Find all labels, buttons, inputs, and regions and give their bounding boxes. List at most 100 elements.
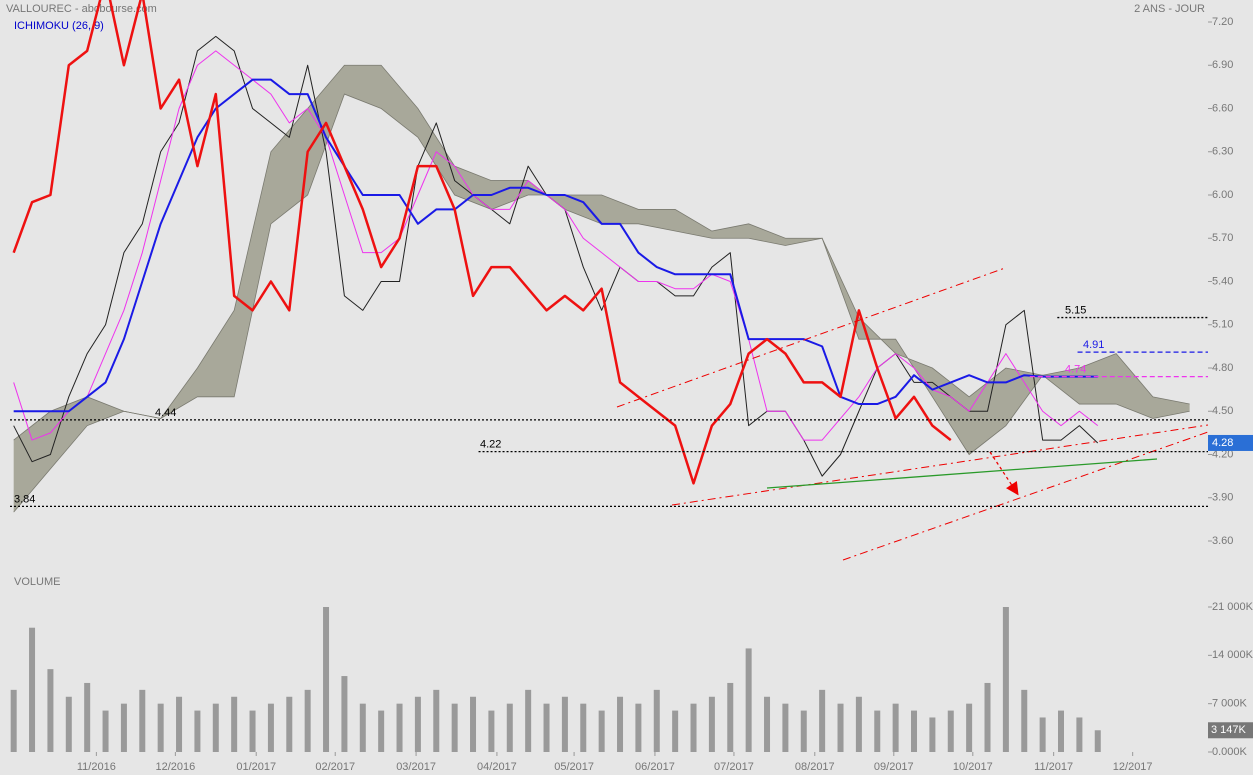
price-line xyxy=(12,0,952,485)
y-tick-label: 6.90 xyxy=(1212,59,1233,71)
y-tick-label: 3.60 xyxy=(1212,535,1233,547)
volume-bar xyxy=(892,703,899,752)
volume-bar xyxy=(396,703,403,752)
y-tick-label: 3.90 xyxy=(1212,492,1233,504)
x-tick-label: 08/2017 xyxy=(795,761,835,773)
y-tick-label: 21 000K xyxy=(1212,601,1253,613)
cloud-fill xyxy=(13,65,1190,513)
y-tick-label: 0.000K xyxy=(1212,746,1248,758)
volume-bar xyxy=(506,703,513,752)
volume-bar xyxy=(433,689,440,752)
volume-bar xyxy=(984,682,991,752)
volume-bar xyxy=(157,703,164,752)
volume-bar xyxy=(304,689,311,752)
volume-bar xyxy=(231,696,238,752)
volume-bar xyxy=(911,710,918,752)
volume-bar xyxy=(1076,717,1083,752)
indicator-label: ICHIMOKU (26, 9) xyxy=(14,20,104,32)
x-tick-label: 01/2017 xyxy=(236,761,276,773)
y-tick-label: 6.30 xyxy=(1212,146,1233,158)
volume-bar xyxy=(414,696,421,752)
volume-bar xyxy=(1021,689,1028,752)
volume-bar xyxy=(543,703,550,752)
x-tick-label: 06/2017 xyxy=(635,761,675,773)
x-tick-label: 12/2017 xyxy=(1113,761,1153,773)
y-tick-label: 4.50 xyxy=(1212,405,1233,417)
y-tick-label: 5.70 xyxy=(1212,232,1233,244)
price-line xyxy=(13,50,1099,441)
level-label: 4.22 xyxy=(480,439,501,451)
volume-bar xyxy=(194,710,201,752)
volume-bar xyxy=(120,703,127,752)
volume-bar xyxy=(102,710,109,752)
volume-bar xyxy=(29,627,36,752)
level-label: 4.91 xyxy=(1083,339,1104,351)
volume-bar xyxy=(598,710,605,752)
level-label: 3.84 xyxy=(14,493,35,505)
volume-tag-label: 3 147K xyxy=(1211,724,1247,736)
level-label: 4.74 xyxy=(1065,364,1086,376)
period: 2 ANS - JOUR xyxy=(1134,3,1205,15)
x-tick-label: 07/2017 xyxy=(714,761,754,773)
volume-bar xyxy=(84,682,91,752)
volume-bar xyxy=(635,703,642,752)
x-tick-label: 11/2016 xyxy=(77,761,116,773)
volume-bar xyxy=(708,696,715,752)
volume-bar xyxy=(341,676,348,752)
volume-bar xyxy=(727,682,734,752)
chart-title: VALLOUREC - abcbourse.com xyxy=(6,3,157,15)
x-tick-label: 11/2017 xyxy=(1034,761,1073,773)
y-tick-label: 6.00 xyxy=(1212,189,1233,201)
y-tick-label: 14 000K xyxy=(1212,649,1253,661)
volume-bar xyxy=(929,717,936,752)
y-tick-label: 5.40 xyxy=(1212,275,1233,287)
volume-bar xyxy=(488,710,495,752)
volume-bar xyxy=(580,703,587,752)
volume-bar xyxy=(947,710,954,752)
volume-bar xyxy=(874,710,881,752)
volume-bar xyxy=(47,669,54,752)
volume-bar xyxy=(672,710,679,752)
x-tick-label: 02/2017 xyxy=(315,761,355,773)
x-tick-label: 04/2017 xyxy=(477,761,517,773)
volume-bar xyxy=(1002,607,1009,752)
volume-bar xyxy=(764,696,771,752)
y-tick-label: 7.20 xyxy=(1212,16,1233,28)
trend-line xyxy=(616,267,1006,408)
volume-bar xyxy=(745,648,752,752)
x-tick-label: 09/2017 xyxy=(874,761,914,773)
volume-bar xyxy=(690,703,697,752)
price-tag xyxy=(1208,434,1253,451)
volume-bar xyxy=(782,703,789,752)
volume-bar xyxy=(1094,730,1101,752)
x-tick-label: 10/2017 xyxy=(953,761,993,773)
volume-bar xyxy=(855,696,862,752)
volume-bar xyxy=(139,689,146,752)
y-tick-label: 4.20 xyxy=(1212,448,1233,460)
trend-line xyxy=(671,424,1209,506)
volume-bar xyxy=(800,710,807,752)
x-tick-label: 12/2016 xyxy=(155,761,195,773)
volume-bar xyxy=(525,689,532,752)
annotations xyxy=(616,267,1209,561)
x-tick-label: 05/2017 xyxy=(554,761,594,773)
level-label: 4.44 xyxy=(155,407,176,419)
volume-bar xyxy=(561,696,568,752)
y-tick-label: 4.80 xyxy=(1212,362,1233,374)
volume-bar xyxy=(10,689,17,752)
arrow xyxy=(989,451,1019,496)
volume-bar xyxy=(323,607,330,752)
trend-line xyxy=(842,431,1209,561)
price-panel xyxy=(12,0,1190,513)
cloud-edge xyxy=(13,93,1190,513)
x-tick-label: 03/2017 xyxy=(396,761,436,773)
price-line xyxy=(13,78,1098,413)
volume-bar xyxy=(1058,710,1065,752)
volume-bar xyxy=(451,703,458,752)
price-tag-label: 4.28 xyxy=(1212,437,1233,449)
volume-bar xyxy=(653,689,660,752)
volume-bar xyxy=(359,703,366,752)
volume-bar xyxy=(819,689,826,752)
volume-bar xyxy=(65,696,72,752)
